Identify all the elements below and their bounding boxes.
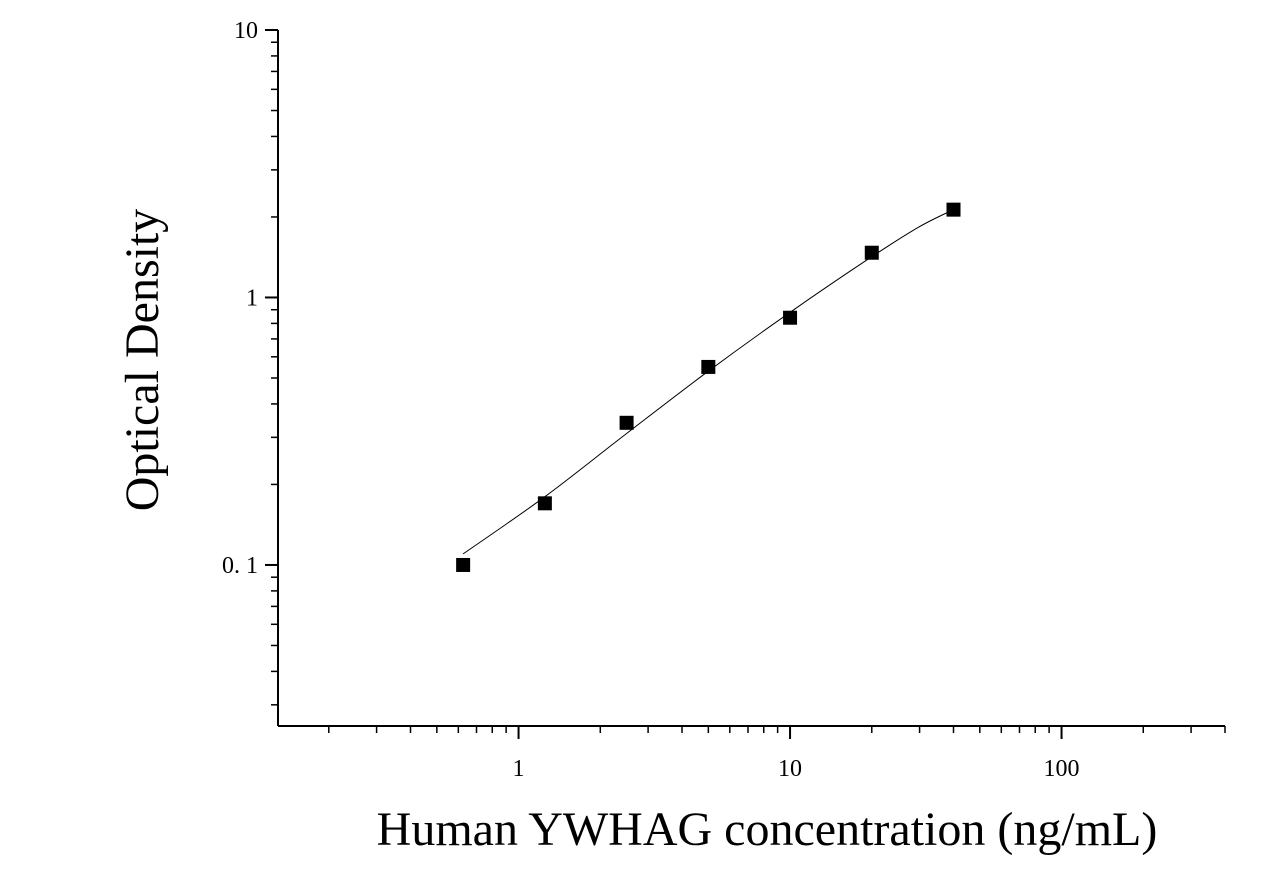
data-point (619, 415, 634, 430)
y-axis-title: Optical Density (116, 209, 169, 512)
y-tick-label: 1 (246, 285, 258, 311)
x-axis-title: Human YWHAG concentration (ng/mL) (377, 803, 1158, 856)
data-points (456, 202, 961, 572)
x-tick-label: 10 (778, 756, 802, 782)
major-ticks (265, 29, 1063, 739)
data-point (783, 310, 798, 325)
data-point (701, 359, 716, 374)
data-point (537, 496, 552, 511)
y-tick-label: 0. 1 (222, 553, 258, 579)
data-point (864, 245, 879, 260)
x-tick-label: 100 (1044, 756, 1080, 782)
x-tick-label: 1 (513, 756, 525, 782)
y-tick-label: 10 (234, 18, 258, 44)
fit-curve (462, 209, 954, 555)
tick-labels: 1 10 100 0. 1 1 10 (222, 18, 1080, 782)
data-point (456, 557, 471, 572)
data-point (946, 202, 961, 217)
minor-ticks (271, 41, 1226, 733)
